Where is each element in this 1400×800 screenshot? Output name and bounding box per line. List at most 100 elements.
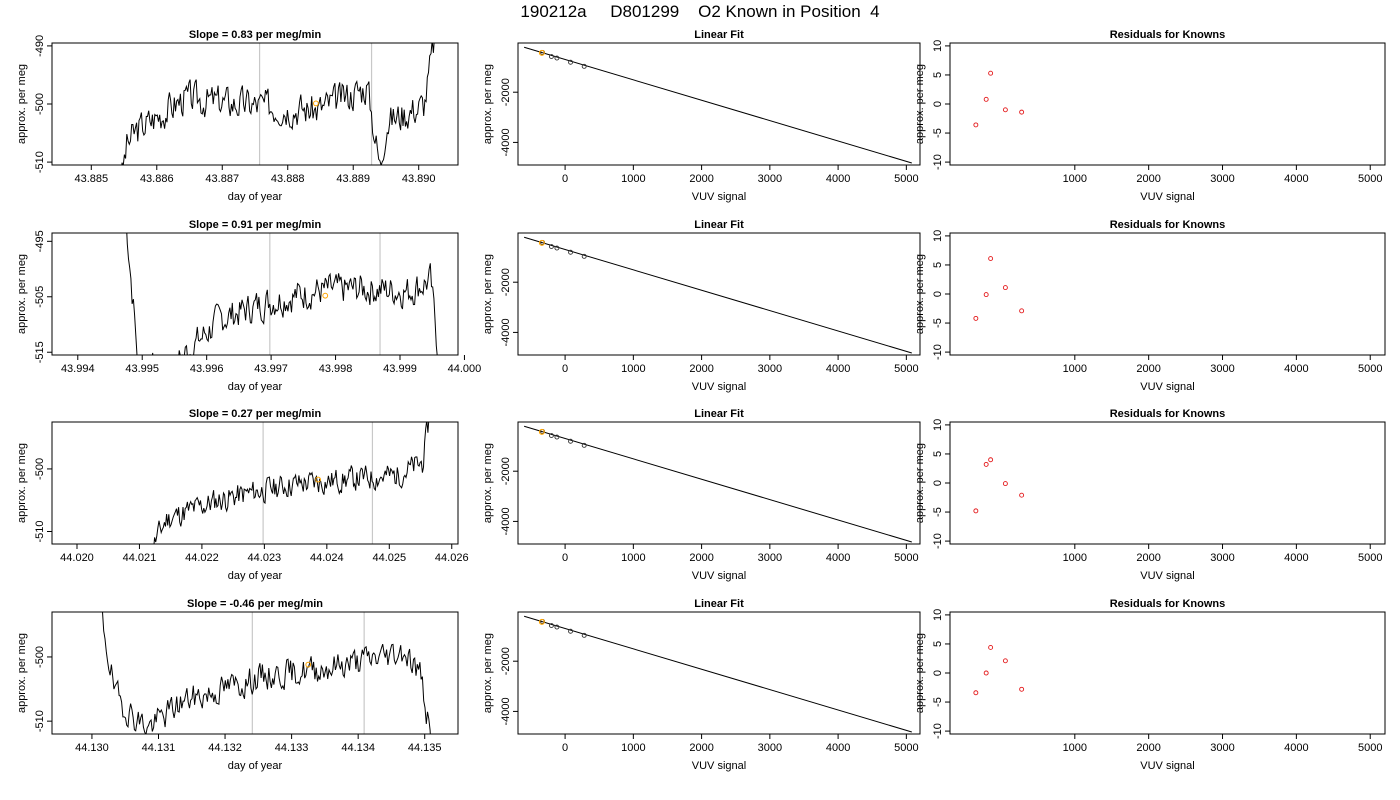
x-axis-label: VUV signal [1140, 760, 1194, 772]
highlight-point [538, 49, 545, 56]
panel-title: Residuals for Knowns [1110, 408, 1226, 420]
x-tick-label: 44.131 [142, 742, 176, 754]
y-tick-label: -505 [34, 286, 46, 308]
x-tick-label: 0 [562, 173, 568, 185]
x-tick-label: 5000 [1358, 552, 1382, 564]
x-tick-label: 43.999 [383, 363, 417, 375]
known-point [581, 442, 587, 448]
x-tick-label: 44.134 [341, 742, 375, 754]
y-tick-label: -510 [34, 710, 46, 732]
y-axis-label: approx. per meg [482, 64, 494, 144]
x-tick-label: 43.995 [125, 363, 159, 375]
x-tick-label: 1000 [621, 742, 645, 754]
figure-title: 190212a D801299 O2 Known in Position 4 [520, 2, 880, 21]
x-tick-label: 3000 [1210, 552, 1234, 564]
panel-title: Linear Fit [694, 29, 744, 41]
y-tick-label: -500 [34, 646, 46, 668]
fit-line [523, 615, 912, 733]
residual-point [983, 670, 989, 676]
y-tick-label: -2000 [500, 78, 512, 106]
y-tick-label: 10 [932, 609, 944, 621]
x-tick-label: 5000 [894, 363, 918, 375]
x-tick-label: 43.998 [319, 363, 353, 375]
residual-point [973, 690, 979, 696]
residual-point [1019, 492, 1025, 498]
x-tick-label: 2000 [689, 173, 713, 185]
x-axis-label: day of year [228, 760, 283, 772]
residual-point [988, 457, 994, 463]
x-tick-label: 0 [562, 363, 568, 375]
x-axis-label: VUV signal [692, 570, 746, 582]
x-tick-label: 5000 [894, 173, 918, 185]
residual-point [1019, 308, 1025, 314]
known-point [568, 59, 574, 65]
x-tick-label: 5000 [894, 742, 918, 754]
x-axis-label: VUV signal [1140, 570, 1194, 582]
panel-title: Slope = 0.83 per meg/min [189, 29, 322, 41]
x-tick-label: 5000 [1358, 363, 1382, 375]
sample-marker-point [313, 100, 319, 107]
x-tick-label: 3000 [1210, 173, 1234, 185]
x-tick-label: 4000 [1284, 552, 1308, 564]
y-tick-label: 10 [932, 40, 944, 52]
fit-line [523, 236, 912, 354]
residual-point [1002, 107, 1008, 113]
panel-r1-c3: 1000 2000 3000 4000 5000 -10 -5 0 5 10 Residuals f… [914, 29, 1386, 203]
x-tick-label: 3000 [1210, 363, 1234, 375]
y-tick-label: 0 [932, 480, 944, 486]
x-tick-label: 3000 [758, 552, 782, 564]
residual-point [973, 122, 979, 128]
x-tick-label: 1000 [1063, 363, 1087, 375]
plot-frame [949, 611, 1386, 735]
known-point [581, 63, 587, 69]
panel-title: Residuals for Knowns [1110, 219, 1226, 231]
x-tick-label: 44.022 [185, 552, 219, 564]
x-tick-label: 43.994 [61, 363, 95, 375]
x-tick-label: 44.020 [60, 552, 94, 564]
y-axis-label: approx. per meg [482, 254, 494, 334]
sample-marker-point [305, 661, 312, 668]
plot-frame [517, 232, 921, 356]
x-tick-label: 44.135 [408, 742, 442, 754]
y-tick-label: -500 [34, 458, 46, 480]
residual-point [988, 70, 994, 76]
known-point [548, 623, 554, 629]
y-tick-label: 0 [932, 101, 944, 107]
x-tick-label: 43.885 [74, 173, 108, 185]
x-tick-label: 43.996 [190, 363, 224, 375]
known-point [581, 253, 587, 259]
residual-point [988, 256, 994, 262]
x-tick-label: 44.000 [448, 363, 482, 375]
panel-title: Linear Fit [694, 408, 744, 420]
plot-frame [949, 232, 1386, 356]
y-tick-label: 5 [932, 451, 944, 457]
x-tick-label: 3000 [758, 173, 782, 185]
y-tick-label: -5 [932, 318, 944, 328]
x-tick-label: 3000 [758, 742, 782, 754]
data-trace-line [153, 422, 430, 544]
panel-title: Residuals for Knowns [1110, 29, 1226, 41]
y-tick-label: -510 [34, 151, 46, 173]
x-tick-label: 2000 [1136, 552, 1160, 564]
data-trace-line [126, 233, 438, 355]
y-axis-label: approx. per meg [16, 254, 28, 334]
y-tick-label: -500 [34, 93, 46, 115]
panel-title: Linear Fit [694, 598, 744, 610]
residual-point [988, 644, 994, 650]
x-tick-label: 44.023 [248, 552, 282, 564]
x-axis-label: VUV signal [692, 381, 746, 393]
x-axis-label: VUV signal [692, 760, 746, 772]
data-trace-line [102, 612, 431, 734]
x-tick-label: 1000 [621, 173, 645, 185]
plot-frame [51, 42, 459, 166]
plot-frame [517, 611, 921, 735]
x-axis-label: VUV signal [1140, 381, 1194, 393]
known-point [554, 624, 560, 630]
plot-frame [949, 42, 1386, 166]
residual-point [1002, 285, 1008, 291]
residual-point [1019, 109, 1025, 115]
x-tick-label: 4000 [1284, 742, 1308, 754]
x-axis-label: VUV signal [692, 191, 746, 203]
x-tick-label: 1000 [1063, 552, 1087, 564]
